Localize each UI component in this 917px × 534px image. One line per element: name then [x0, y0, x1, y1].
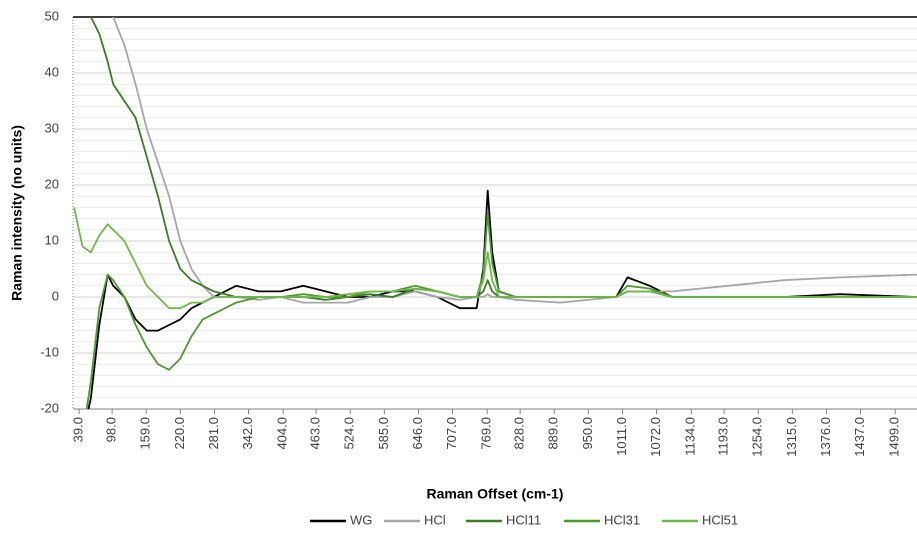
x-tick-label: 950.0 — [580, 417, 595, 450]
x-tick-label: 39.0 — [71, 417, 86, 442]
legend-label: HCl — [424, 512, 446, 527]
plot-area — [73, 17, 917, 409]
legend-label: WG — [350, 512, 372, 527]
x-tick-label: 1315.0 — [784, 417, 799, 457]
x-tick-label: 1254.0 — [750, 417, 765, 457]
x-tick-label: 159.0 — [138, 417, 153, 450]
y-tick-label: 20 — [45, 176, 59, 191]
y-tick-label: 10 — [45, 232, 59, 247]
y-tick-label: -20 — [40, 400, 59, 415]
x-tick-label: 220.0 — [172, 417, 187, 450]
series-line — [85, 212, 917, 409]
x-tick-label: 707.0 — [444, 417, 459, 450]
x-axis-title: Raman Offset (cm-1) — [427, 486, 564, 502]
series-line — [89, 17, 917, 301]
y-tick-label: 40 — [45, 64, 59, 79]
x-tick-label: 769.0 — [479, 417, 494, 450]
x-tick-label: 1193.0 — [716, 417, 731, 456]
x-tick-label: 524.0 — [342, 417, 357, 450]
x-tick-label: 828.0 — [512, 417, 527, 450]
x-tick-label: 463.0 — [308, 417, 323, 450]
y-tick-label: -10 — [40, 344, 59, 359]
legend-label: HCl31 — [604, 512, 640, 527]
x-tick-label: 404.0 — [275, 417, 290, 450]
x-tick-label: 585.0 — [376, 417, 391, 450]
x-tick-label: 281.0 — [206, 417, 221, 450]
x-tick-label: 98.0 — [104, 417, 119, 442]
y-axis-title: Raman intensity (no units) — [9, 125, 25, 301]
legend-label: HCl51 — [702, 512, 738, 527]
x-tick-label: 1499.0 — [887, 417, 902, 457]
legend-label: HCl11 — [506, 512, 541, 527]
y-tick-label: 0 — [52, 288, 59, 303]
series-line — [73, 207, 917, 310]
x-tick-label: 1011.0 — [614, 417, 629, 456]
x-tick-label: 1376.0 — [818, 417, 833, 457]
x-tick-label: 1072.0 — [648, 417, 663, 457]
y-tick-label: 30 — [45, 120, 59, 135]
x-tick-label: 1437.0 — [852, 417, 867, 457]
x-tick-label: 889.0 — [546, 417, 561, 450]
x-tick-label: 342.0 — [240, 417, 255, 450]
x-tick-label: 1134.0 — [683, 417, 698, 456]
x-tick-label: 646.0 — [410, 417, 425, 450]
y-tick-label: 50 — [45, 8, 59, 23]
